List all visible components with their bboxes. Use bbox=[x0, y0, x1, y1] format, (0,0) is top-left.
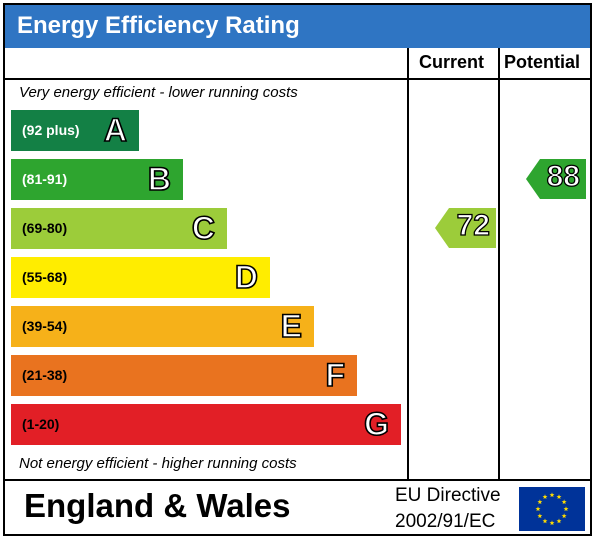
band-b: (81-91) B bbox=[11, 159, 183, 200]
potential-rating-arrow: 88 bbox=[526, 159, 586, 199]
band-range-label: (1-20) bbox=[22, 416, 60, 432]
flag-star-icon bbox=[561, 499, 567, 505]
band-g: (1-20) G bbox=[11, 404, 401, 445]
directive-line-2: 2002/91/EC bbox=[395, 511, 496, 532]
bottom-note: Not energy efficient - higher running co… bbox=[19, 455, 297, 472]
band-letter: B bbox=[147, 160, 172, 198]
current-column-header: Current bbox=[419, 52, 485, 72]
eu-flag-icon bbox=[519, 487, 585, 531]
chart-title: Energy Efficiency Rating bbox=[17, 12, 300, 39]
band-range-label: (81-91) bbox=[22, 171, 68, 187]
top-note: Very energy efficient - lower running co… bbox=[19, 84, 298, 101]
band-range-label: (92 plus) bbox=[22, 122, 80, 138]
flag-star-icon bbox=[537, 513, 543, 519]
band-range-label: (55-68) bbox=[22, 269, 68, 285]
band-e: (39-54) E bbox=[11, 306, 314, 347]
band-a: (92 plus) A bbox=[11, 110, 139, 151]
band-d: (55-68) D bbox=[11, 257, 270, 298]
current-column-divider bbox=[407, 48, 409, 479]
flag-star-icon bbox=[542, 494, 548, 499]
potential-rating-value: 88 bbox=[546, 159, 581, 193]
flag-star-icon bbox=[556, 494, 562, 499]
potential-column-header: Potential bbox=[504, 52, 581, 72]
flag-star-icon bbox=[549, 492, 555, 498]
region-label: England & Wales bbox=[24, 487, 291, 524]
band-letter: G bbox=[363, 405, 389, 443]
header-divider bbox=[5, 78, 590, 80]
band-f: (21-38) F bbox=[11, 355, 357, 396]
band-letter: D bbox=[234, 258, 259, 296]
band-letter: A bbox=[103, 111, 128, 149]
band-letter: C bbox=[191, 209, 216, 247]
footer-divider bbox=[5, 479, 590, 481]
potential-column-divider bbox=[498, 48, 500, 479]
band-range-label: (39-54) bbox=[22, 318, 68, 334]
current-rating-arrow: 72 bbox=[435, 208, 496, 248]
flag-star-icon bbox=[556, 518, 562, 524]
directive-line-1: EU Directive bbox=[395, 485, 501, 506]
flag-star-icon bbox=[535, 506, 541, 512]
flag-star-icon bbox=[563, 506, 569, 512]
flag-star-icon bbox=[549, 520, 555, 526]
flag-star-icon bbox=[542, 518, 548, 524]
band-letter: F bbox=[325, 356, 346, 394]
flag-star-icon bbox=[561, 513, 567, 519]
band-range-label: (21-38) bbox=[22, 367, 68, 383]
band-range-label: (69-80) bbox=[22, 220, 68, 236]
flag-star-icon bbox=[537, 499, 543, 505]
epc-frame bbox=[3, 3, 592, 536]
current-rating-value: 72 bbox=[456, 208, 491, 242]
band-letter: E bbox=[280, 307, 303, 345]
band-c: (69-80) C bbox=[11, 208, 227, 249]
title-bar: Energy Efficiency Rating bbox=[5, 5, 590, 48]
